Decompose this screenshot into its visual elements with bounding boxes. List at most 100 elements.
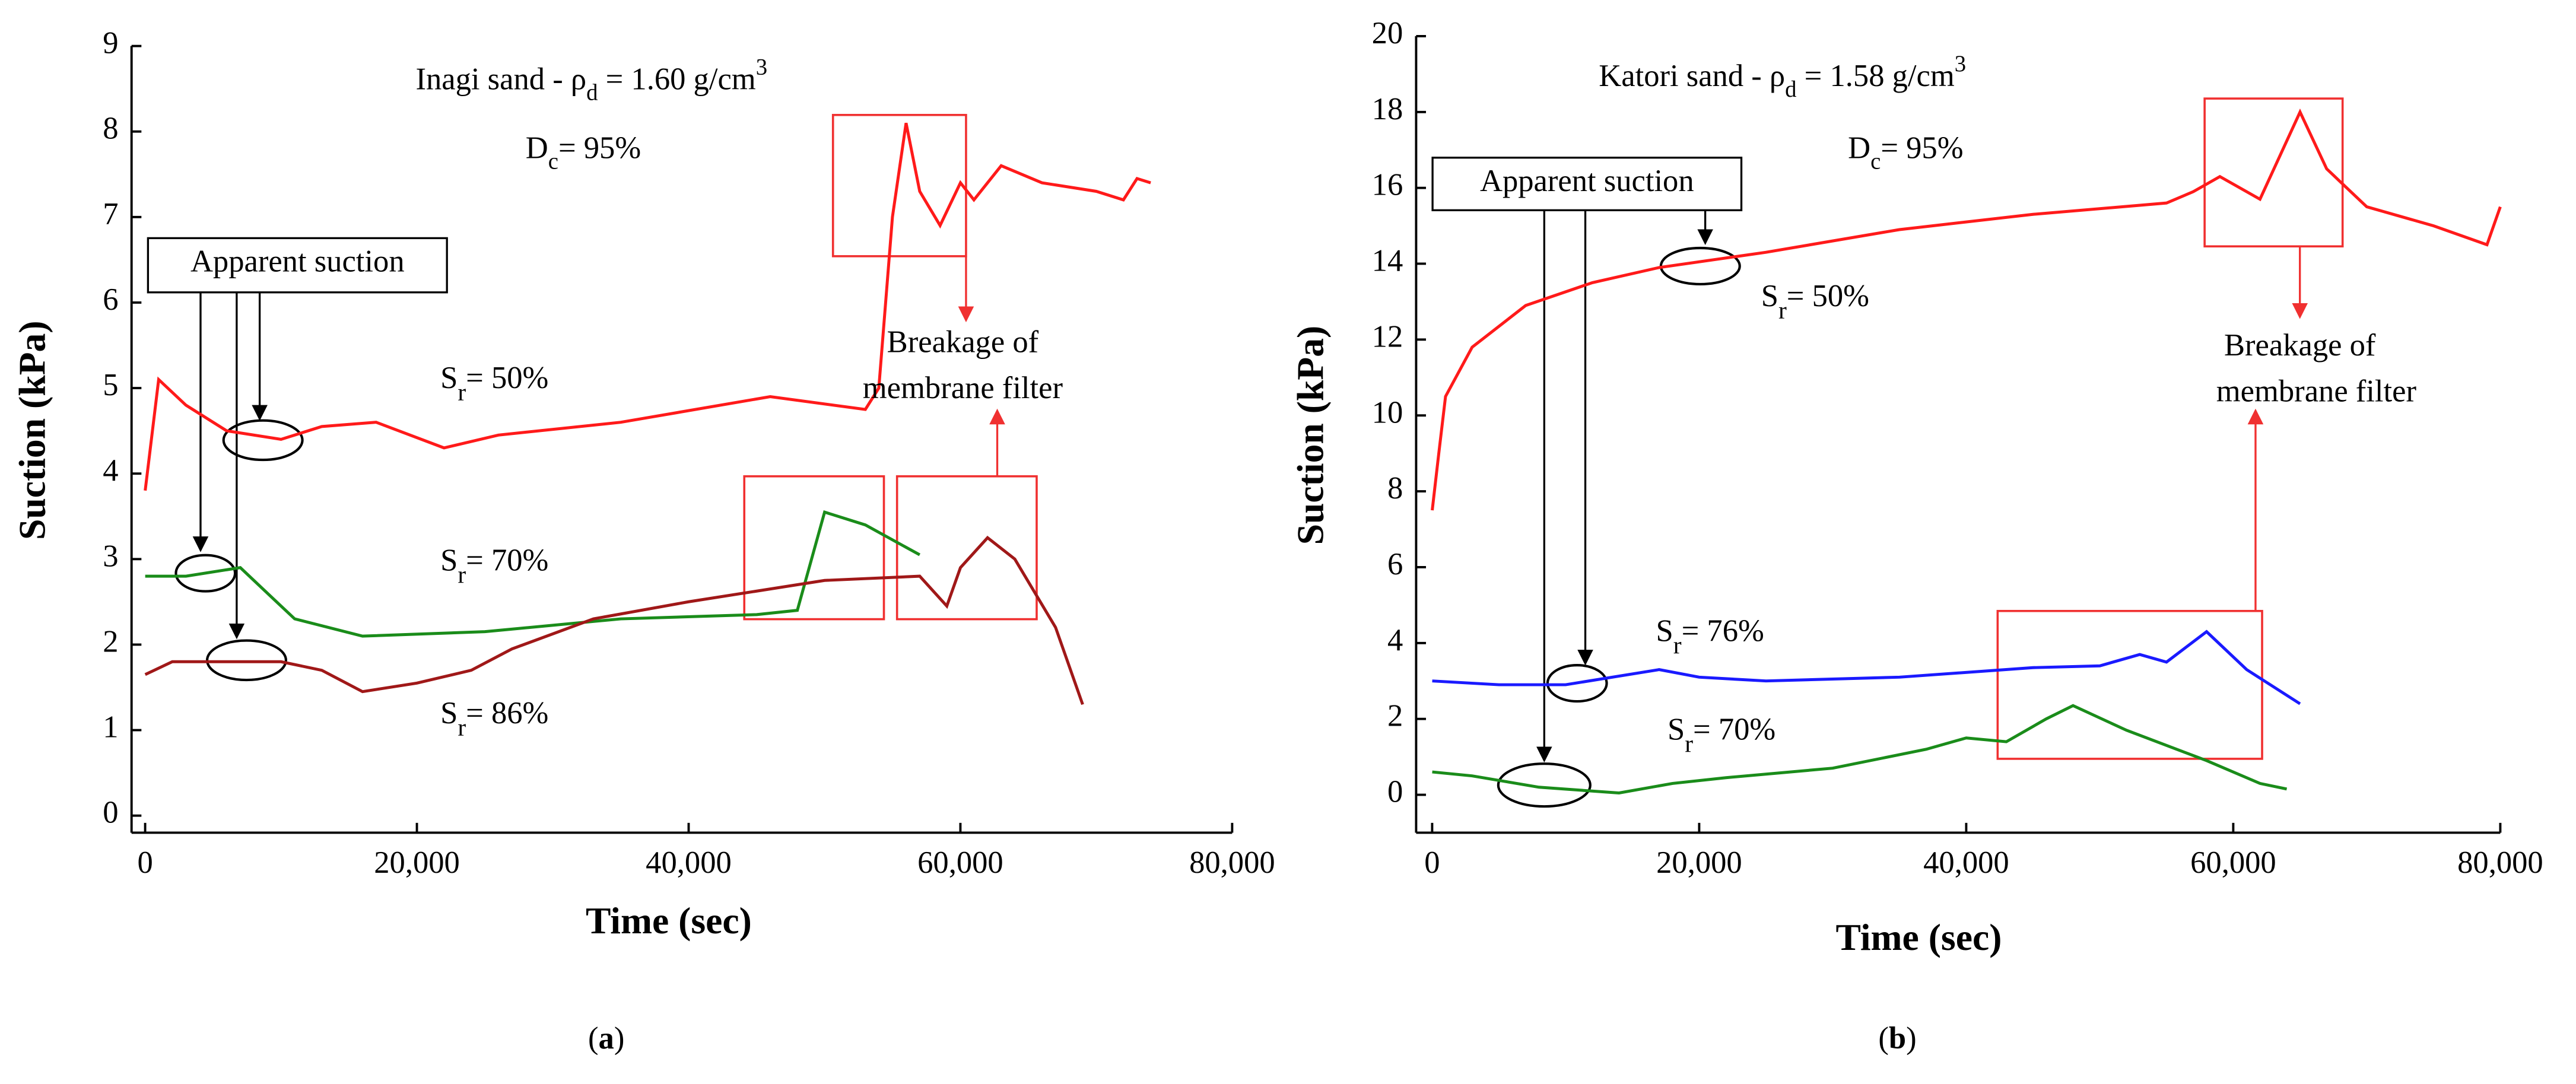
- y-tick-label: 5: [103, 368, 118, 402]
- series-line: [1432, 704, 2288, 794]
- y-tick-label: 4: [1387, 623, 1403, 657]
- annotation: Breakage of: [887, 325, 1039, 359]
- x-tick-label: 80,000: [1189, 845, 1275, 880]
- series-label-part: r: [458, 713, 466, 740]
- series-label: Sr= 76%: [1656, 614, 1764, 659]
- chart-subtitle-part: c: [548, 149, 558, 174]
- series-label-part: r: [1778, 296, 1787, 323]
- chart-title-part: d: [586, 80, 598, 106]
- panel-label: (a): [588, 1021, 624, 1056]
- series-label-part: r: [1685, 730, 1693, 757]
- annotation: membrane filter: [2216, 374, 2417, 408]
- series-label-part: r: [1673, 631, 1682, 659]
- series-label: Sr= 50%: [440, 361, 548, 405]
- chart-title-part: = 1.60 g/cm: [598, 62, 755, 96]
- chart-subtitle-part: = 95%: [1881, 131, 1963, 166]
- y-tick-label: 0: [103, 796, 118, 830]
- series-label: Sr= 70%: [1667, 713, 1775, 757]
- chart-title: Katori sand - ρd = 1.58 g/cm3: [1599, 51, 1966, 102]
- x-tick-label: 40,000: [1923, 845, 2009, 880]
- x-axis-label: Time (sec): [1836, 916, 2002, 958]
- y-axis-label: Suction (kPa): [11, 320, 53, 540]
- panel-label-part: ): [614, 1021, 625, 1056]
- series-label: Sr= 86%: [440, 696, 548, 740]
- highlight-box: [2203, 97, 2344, 248]
- y-tick-label: 16: [1372, 168, 1403, 202]
- series-line: [144, 122, 1151, 491]
- series-label-part: S: [440, 543, 458, 578]
- panel-label: (b): [1878, 1021, 1916, 1056]
- panel-label-part: b: [1889, 1021, 1906, 1056]
- y-tick-label: 9: [103, 26, 118, 61]
- chart-title: Inagi sand - ρd = 1.60 g/cm3: [416, 55, 768, 106]
- chart-subtitle: Dc= 95%: [526, 131, 641, 174]
- y-tick-label: 4: [103, 453, 118, 488]
- series-label: Sr= 50%: [1761, 279, 1869, 323]
- chart-subtitle-part: D: [526, 131, 548, 166]
- chart-title-part: = 1.58 g/cm: [1797, 59, 1955, 93]
- highlight-box: [743, 475, 885, 621]
- y-tick-label: 12: [1372, 319, 1403, 354]
- x-tick-label: 60,000: [917, 845, 1003, 880]
- y-tick-label: 2: [1387, 699, 1403, 733]
- series-label: Sr= 70%: [440, 543, 548, 588]
- y-tick-label: 10: [1372, 395, 1403, 430]
- y-tick-label: 20: [1372, 16, 1403, 50]
- series-line: [1431, 108, 2502, 511]
- series-line: [144, 535, 1084, 705]
- annotation: Apparent suction: [1480, 164, 1694, 198]
- series-line: [1432, 630, 2301, 705]
- ellipse: [222, 419, 304, 462]
- y-tick-label: 3: [103, 539, 118, 573]
- annotation: Apparent suction: [190, 244, 405, 279]
- x-tick-label: 0: [137, 845, 153, 880]
- annotation: Breakage of: [2224, 328, 2376, 363]
- series-label-part: S: [440, 361, 458, 395]
- y-tick-label: 7: [103, 197, 118, 231]
- y-tick-label: 0: [1387, 775, 1403, 809]
- y-axis-label: Suction (kPa): [1289, 326, 1331, 545]
- series-label-part: = 50%: [1787, 279, 1869, 313]
- callout-box: [147, 237, 448, 294]
- y-tick-label: 18: [1372, 92, 1403, 126]
- chart-subtitle-part: c: [1870, 149, 1881, 174]
- chart-title-part: Inagi sand - ρ: [416, 62, 587, 96]
- y-tick-label: 8: [103, 112, 118, 146]
- x-tick-label: 80,000: [2457, 845, 2543, 880]
- chart-title-part: 3: [1955, 51, 1966, 77]
- panel-label-part: (: [588, 1021, 599, 1056]
- highlight-box: [895, 475, 1038, 621]
- y-tick-label: 14: [1372, 244, 1403, 278]
- series-label-part: S: [1656, 614, 1673, 649]
- chart-title-part: Katori sand - ρ: [1599, 59, 1785, 93]
- annotation-shapes: [147, 97, 2344, 808]
- x-axis-label: Time (sec): [586, 899, 752, 942]
- x-tick-label: 40,000: [646, 845, 732, 880]
- series-label-part: = 76%: [1682, 614, 1764, 649]
- chart-title-part: 3: [756, 55, 767, 80]
- y-tick-label: 2: [103, 624, 118, 659]
- series-label-part: r: [458, 379, 466, 406]
- highlight-box: [1996, 609, 2263, 760]
- series-label-part: = 86%: [466, 696, 548, 730]
- x-tick-label: 20,000: [374, 845, 460, 880]
- y-tick-label: 1: [103, 710, 118, 745]
- chart-title-part: d: [1785, 77, 1796, 102]
- x-tick-label: 0: [1424, 845, 1440, 880]
- series-label-part: = 50%: [466, 361, 548, 395]
- series-label-part: = 70%: [466, 543, 548, 578]
- series-label-part: S: [1667, 713, 1685, 747]
- panel-label-part: a: [599, 1021, 614, 1056]
- x-tick-label: 60,000: [2190, 845, 2276, 880]
- callout-box: [1431, 157, 1743, 211]
- chart-subtitle: Dc= 95%: [1848, 131, 1963, 174]
- series-label-part: r: [458, 561, 466, 588]
- ellipse: [174, 554, 237, 593]
- x-tick-label: 20,000: [1656, 845, 1742, 880]
- series-label-part: S: [1761, 279, 1778, 313]
- highlight-box: [831, 113, 967, 258]
- ellipse: [1497, 762, 1592, 808]
- chart-subtitle-part: D: [1848, 131, 1870, 166]
- chart-subtitle-part: = 95%: [558, 131, 641, 166]
